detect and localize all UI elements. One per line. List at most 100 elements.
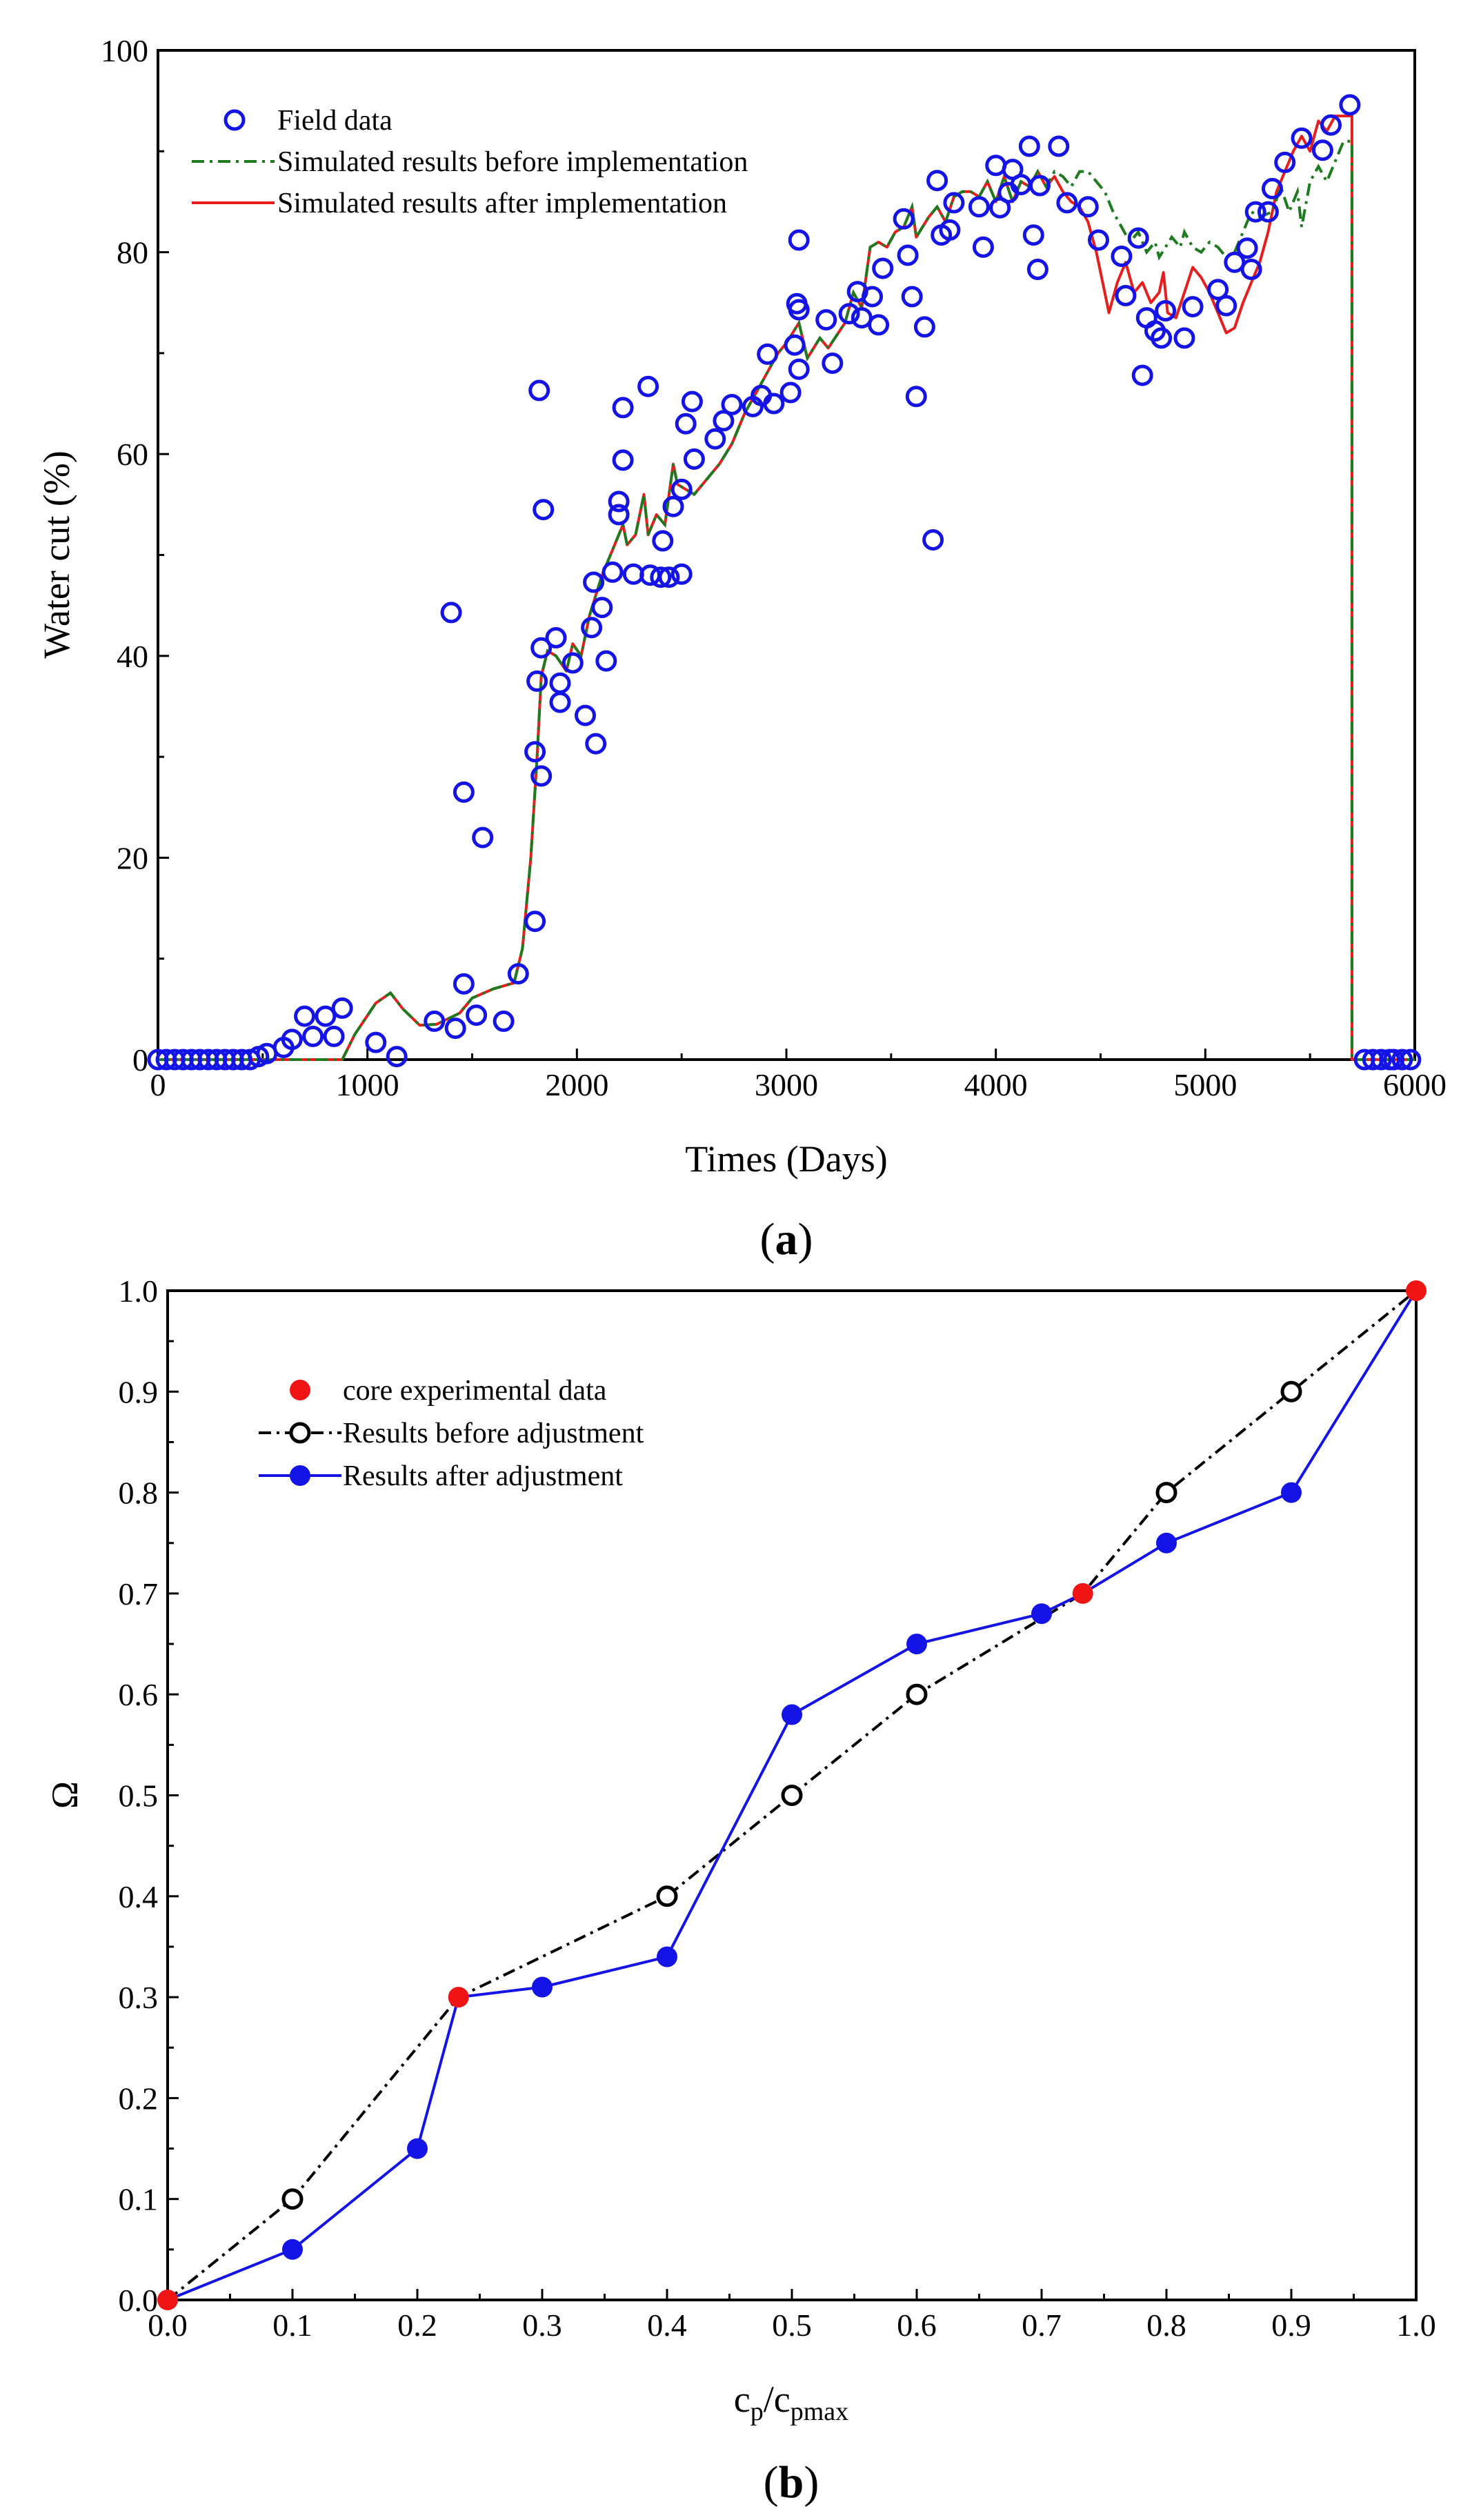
field-data-point bbox=[1048, 135, 1070, 157]
field-data-point bbox=[608, 504, 630, 526]
field-data-point bbox=[595, 650, 617, 672]
chart-b-xlabel-sub1: p bbox=[751, 2397, 764, 2426]
field-data-point bbox=[1240, 259, 1262, 280]
field-data-point bbox=[662, 495, 684, 517]
x-tick-label-a: 2000 bbox=[545, 1067, 608, 1102]
x-tick-label-b: 0.2 bbox=[397, 2308, 437, 2343]
y-tick-label-b: 0.9 bbox=[119, 1374, 159, 1409]
field-data-point bbox=[549, 691, 571, 713]
before-adjustment-point bbox=[1280, 1380, 1302, 1402]
field-data-point bbox=[526, 670, 548, 692]
y-tick-label-a: 40 bbox=[117, 639, 148, 674]
x-tick-label-a: 4000 bbox=[964, 1067, 1028, 1102]
x-tick-label-a: 3000 bbox=[755, 1067, 818, 1102]
field-data-point bbox=[763, 393, 785, 415]
y-tick-label-a: 100 bbox=[101, 33, 148, 68]
before-adjustment-point bbox=[906, 1683, 928, 1705]
field-data-point bbox=[608, 490, 630, 513]
field-data-point bbox=[1115, 285, 1137, 306]
y-tick-label-b: 0.7 bbox=[119, 1576, 159, 1611]
field-data-point bbox=[1257, 201, 1279, 223]
after-adjustment-point bbox=[282, 2239, 303, 2260]
y-tick-label-b: 0.2 bbox=[119, 2081, 159, 2116]
field-data-point bbox=[472, 826, 494, 849]
field-data-point bbox=[788, 358, 810, 380]
field-data-point bbox=[784, 334, 806, 356]
legend-b-after-label: Results after adjustment bbox=[343, 1460, 623, 1492]
field-data-point bbox=[1320, 114, 1342, 136]
y-tick-label-b: 0.0 bbox=[119, 2283, 159, 2318]
chart-a-ylabel: Water cut (%) bbox=[36, 450, 77, 658]
after-adjustment-point bbox=[906, 1634, 927, 1655]
legend-b-core-label: core experimental data bbox=[343, 1375, 607, 1407]
field-data-point bbox=[913, 316, 935, 338]
field-data-point bbox=[493, 1010, 515, 1032]
x-tick-label-b: 0.7 bbox=[1022, 2308, 1062, 2343]
chart-b-ticks: 0.0 0.1 0.2 0.3 0.4 0.5 0.6 0.7 0.8 0.9 1.0 0.0 0.1 0… bbox=[119, 1273, 1436, 2343]
field-data-point bbox=[591, 597, 613, 619]
chart-b-panel-label: (b) bbox=[764, 2457, 819, 2508]
legend-a-after-label: Simulated results after implementation bbox=[277, 188, 727, 219]
chart-a-ticks: 0 1000 2000 3000 4000 5000 6000 0 20 40 60 80 100 bbox=[101, 33, 1447, 1102]
field-data-point bbox=[545, 627, 567, 648]
y-tick-label-b: 0.6 bbox=[119, 1677, 159, 1712]
field-data-point bbox=[524, 741, 546, 763]
field-data-point bbox=[838, 303, 860, 325]
x-tick-label-b: 0.0 bbox=[148, 2308, 188, 2343]
field-data-point bbox=[1088, 229, 1109, 251]
field-data-point bbox=[713, 410, 735, 432]
after-adjustment-point bbox=[532, 1976, 553, 1998]
field-data-point bbox=[926, 170, 948, 192]
field-data-point bbox=[637, 375, 659, 397]
field-data-point bbox=[1182, 296, 1204, 318]
x-tick-label-b: 0.1 bbox=[272, 2308, 312, 2343]
field-data-point bbox=[1291, 127, 1313, 149]
field-data-point bbox=[453, 781, 475, 803]
after-adjustment-point bbox=[1156, 1532, 1177, 1554]
legend-b-core-marker bbox=[290, 1380, 310, 1400]
field-data-point bbox=[683, 448, 705, 470]
legend-a-before-label: Simulated results before implementation bbox=[277, 146, 748, 178]
field-data-point bbox=[533, 499, 555, 521]
field-data-point bbox=[612, 449, 634, 471]
chart-b: 0.0 0.1 0.2 0.3 0.4 0.5 0.6 0.7 0.8 0.9 1.0 0.0 0.1 0… bbox=[44, 1273, 1436, 2508]
field-data-point bbox=[575, 704, 596, 726]
field-data-point bbox=[670, 478, 693, 500]
y-tick-label-b: 0.1 bbox=[119, 2182, 159, 2217]
field-data-point bbox=[1207, 279, 1229, 301]
field-data-point bbox=[704, 428, 726, 450]
x-tick-label-a: 6000 bbox=[1383, 1067, 1447, 1102]
field-data-point bbox=[1173, 327, 1195, 349]
chart-b-xlabel-c1: c bbox=[734, 2379, 751, 2420]
field-data-point bbox=[294, 1005, 316, 1027]
field-data-point bbox=[302, 1025, 324, 1047]
field-data-point bbox=[585, 733, 607, 755]
core-experimental-point bbox=[1406, 1280, 1427, 1301]
field-data-point bbox=[1135, 307, 1157, 329]
field-data-point bbox=[331, 997, 353, 1019]
field-data-point bbox=[650, 566, 672, 588]
chart-b-ylabel: Ω bbox=[44, 1781, 86, 1809]
after-adjustment-point bbox=[1031, 1603, 1052, 1625]
core-experimental-point bbox=[448, 1987, 469, 2008]
field-data-point bbox=[872, 257, 894, 279]
series-b-before-line bbox=[166, 1289, 1418, 2301]
y-tick-label-b: 1.0 bbox=[119, 1273, 159, 1309]
field-data-point bbox=[581, 617, 603, 639]
field-data-point bbox=[675, 413, 697, 435]
field-data-point bbox=[1022, 224, 1044, 246]
field-data-point bbox=[1311, 139, 1333, 161]
field-data-point bbox=[466, 1004, 488, 1026]
field-data-point bbox=[1111, 246, 1133, 267]
after-adjustment-point bbox=[782, 1704, 802, 1725]
legend-a-field-marker bbox=[223, 109, 246, 131]
x-tick-label-b: 0.8 bbox=[1146, 2308, 1186, 2343]
before-adjustment-point bbox=[781, 1785, 803, 1806]
field-data-point bbox=[1262, 177, 1283, 199]
field-data-point bbox=[530, 765, 553, 787]
legend-a-field-label: Field data bbox=[277, 105, 392, 137]
field-data-point bbox=[788, 299, 810, 321]
y-tick-label-b: 0.4 bbox=[119, 1879, 159, 1914]
before-adjustment-point bbox=[1155, 1482, 1177, 1504]
